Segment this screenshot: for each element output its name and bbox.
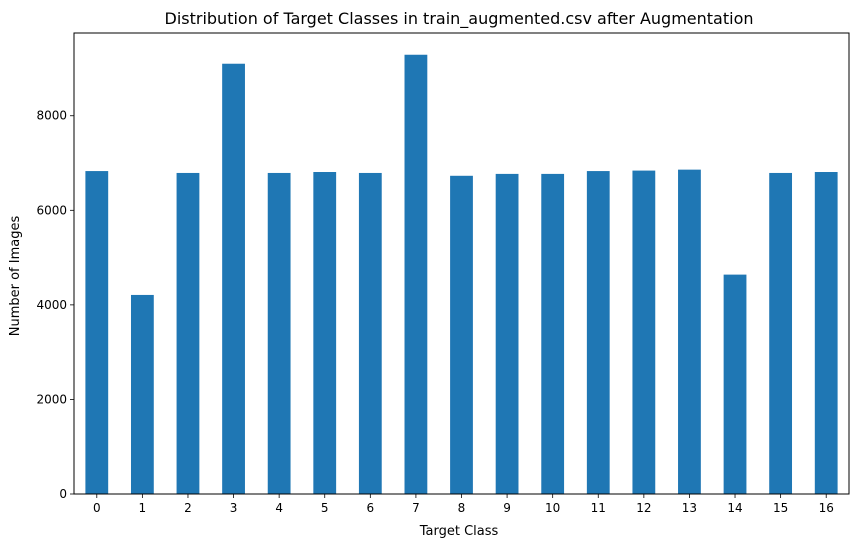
x-tick-label: 0	[93, 501, 101, 515]
bar-16	[814, 172, 838, 495]
bar-11	[586, 171, 610, 494]
plot-frame	[73, 32, 850, 495]
y-axis-label: Number of Images	[8, 216, 23, 337]
y-tick-label: 2000	[36, 392, 67, 406]
bar-10	[541, 173, 565, 494]
x-tick-label: 8	[458, 501, 466, 515]
bar-9	[495, 173, 519, 494]
bar-1	[130, 294, 154, 494]
x-axis-ticks: 0 1 2 3 4 5 6 7 8 9 10 11 12 13 14 15 16	[93, 494, 834, 515]
x-tick-label: 11	[591, 501, 606, 515]
bar-2	[176, 172, 200, 494]
x-tick-label: 12	[636, 501, 651, 515]
bar-15	[769, 172, 793, 494]
y-tick-label: 8000	[36, 109, 67, 123]
y-tick-label: 4000	[36, 298, 67, 312]
y-axis-ticks: 0 2000 4000 6000 8000	[36, 109, 74, 501]
x-tick-label: 3	[230, 501, 238, 515]
x-tick-label: 13	[682, 501, 697, 515]
bar-7	[404, 54, 428, 494]
x-tick-label: 2	[184, 501, 192, 515]
x-tick-label: 10	[545, 501, 560, 515]
x-tick-label: 6	[367, 501, 375, 515]
bar-3	[222, 63, 245, 494]
y-tick-label: 6000	[36, 203, 67, 217]
bar-4	[267, 172, 291, 494]
bar-14	[723, 274, 747, 494]
x-tick-label: 1	[139, 501, 147, 515]
x-tick-label: 14	[727, 501, 742, 515]
bar-12	[632, 170, 656, 495]
x-tick-label: 16	[819, 501, 834, 515]
chart-title: Distribution of Target Classes in train_…	[165, 9, 754, 29]
x-axis-label: Target Class	[419, 524, 499, 539]
x-tick-label: 7	[412, 501, 420, 515]
bar-5	[313, 172, 337, 495]
x-tick-label: 4	[275, 501, 283, 515]
bars-group	[85, 54, 838, 495]
bar-8	[450, 175, 473, 494]
x-tick-label: 15	[773, 501, 788, 515]
bar-6	[358, 172, 382, 494]
bar-0	[85, 171, 109, 494]
bar-13	[678, 169, 701, 494]
x-tick-label: 9	[503, 501, 511, 515]
y-tick-label: 0	[59, 487, 67, 501]
x-tick-label: 5	[321, 501, 329, 515]
